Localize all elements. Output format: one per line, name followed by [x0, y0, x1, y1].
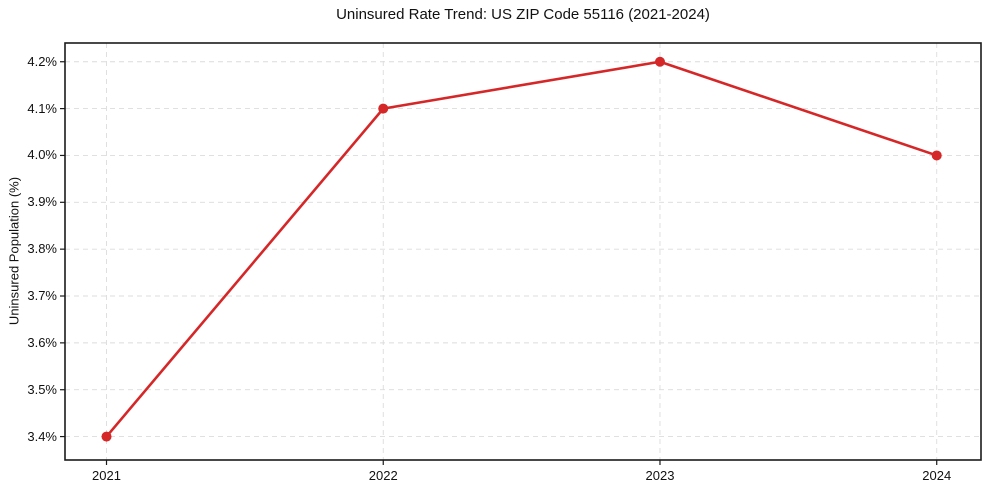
data-point-marker — [654, 56, 665, 67]
data-point-marker — [101, 431, 112, 442]
x-tick-label: 2022 — [368, 468, 398, 483]
y-tick-label: 3.4% — [27, 428, 57, 444]
y-tick-label: 3.8% — [27, 241, 57, 257]
data-point-marker — [931, 150, 942, 161]
data-point-marker — [378, 103, 389, 114]
y-tick-label: 3.5% — [27, 381, 57, 397]
y-tick-label: 4.2% — [27, 53, 57, 69]
y-tick-label: 3.7% — [27, 288, 57, 303]
axis-frame — [64, 42, 982, 461]
x-tick-label: 2024 — [922, 468, 952, 483]
x-tick-label: 2023 — [645, 468, 675, 483]
x-tick-label: 2021 — [92, 468, 121, 483]
y-tick-label: 4.0% — [27, 147, 57, 163]
y-tick-label: 3.6% — [27, 334, 57, 350]
chart-title: Uninsured Rate Trend: US ZIP Code 55116 … — [336, 6, 710, 23]
y-tick-label: 4.1% — [27, 100, 57, 116]
y-tick-label: 3.9% — [27, 194, 57, 210]
trend-line — [105, 60, 939, 438]
